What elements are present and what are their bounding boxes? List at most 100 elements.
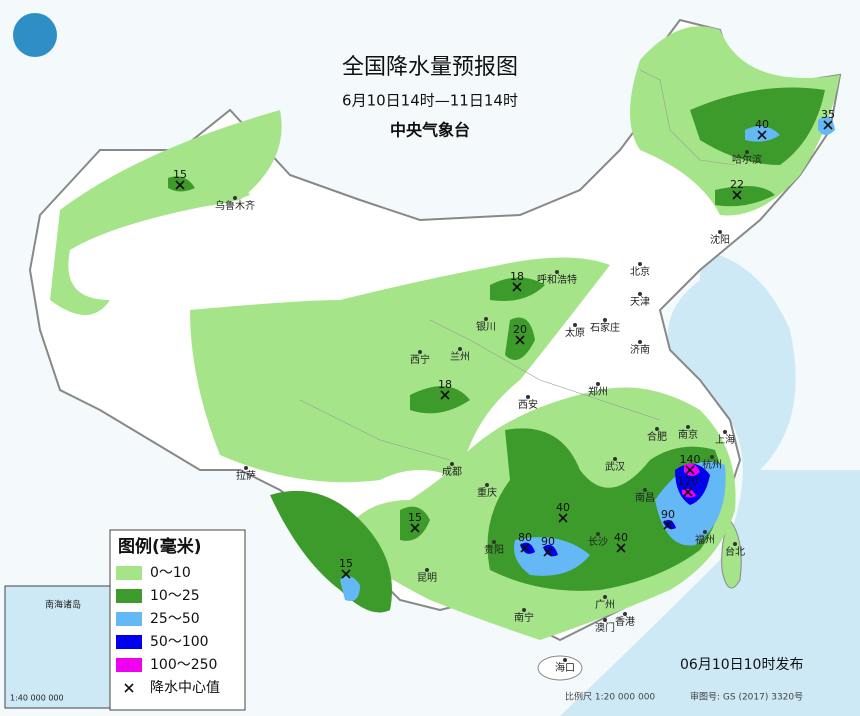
city-label: 北京: [630, 265, 650, 278]
precip-center-value: 90: [541, 535, 555, 548]
city-dot: [623, 612, 627, 616]
inset: 南海诸岛 1:40 000 000: [4, 585, 111, 709]
legend-swatch: [116, 658, 142, 672]
precip-center-value: 40: [755, 118, 769, 131]
city-label: 福州: [695, 533, 715, 546]
city-label: 上海: [715, 433, 735, 446]
city-label: 重庆: [477, 486, 497, 499]
city-label: 杭州: [702, 458, 722, 471]
legend-label: 10～25: [150, 588, 200, 604]
precip-center-value: 35: [821, 108, 835, 121]
precip-center-value: 90: [661, 508, 675, 521]
center-mark: [410, 523, 420, 533]
city-dot: [484, 317, 488, 321]
city-label: 哈尔滨: [732, 153, 762, 166]
precip-center-value: 15: [339, 557, 353, 570]
city-label: 呼和浩特: [537, 274, 577, 286]
city-dot: [563, 658, 567, 662]
precip-center-value: 40: [614, 531, 628, 544]
center-mark: [685, 465, 695, 475]
center-mark: [124, 683, 134, 693]
city-dot: [710, 455, 714, 459]
center-mark: [543, 547, 553, 557]
legend-label: 50～100: [150, 634, 209, 650]
issued: 06月10日10时发布: [680, 657, 803, 673]
center-mark: [683, 487, 693, 497]
center-mark: [823, 120, 833, 130]
center-mark: [663, 520, 673, 530]
city-dot: [603, 318, 607, 322]
city-dot: [596, 382, 600, 386]
city-dot: [613, 457, 617, 461]
legend-swatch: [116, 612, 142, 626]
city-dot: [638, 262, 642, 266]
center-mark: [341, 569, 351, 579]
city-dot: [555, 270, 559, 274]
rain-area: [410, 386, 470, 414]
city-label: 沈阳: [710, 233, 730, 246]
legend-label: 25～50: [150, 611, 200, 627]
precip-center-value: 15: [173, 168, 187, 181]
legend-label: 降水中心值: [150, 680, 220, 696]
city-dot: [603, 595, 607, 599]
city-dot: [723, 430, 727, 434]
city-dot: [244, 466, 248, 470]
center-mark: [558, 513, 568, 523]
precip-center-value: 80: [518, 531, 532, 544]
legend-label: 0～10: [150, 565, 191, 581]
precip-center-value: 120: [678, 475, 699, 488]
city-label: 西宁: [410, 353, 430, 366]
precip-centers: 15 18 20 18 15 15 40 35 22 40 80 90 40 90 140 120: [173, 108, 835, 579]
precip-center-value: 40: [556, 501, 570, 514]
city-label: 拉萨: [236, 469, 256, 482]
city-dot: [686, 425, 690, 429]
city-dot: [526, 395, 530, 399]
city-label: 太原: [565, 326, 585, 339]
rain-area: [400, 506, 430, 541]
city-label: 香港: [615, 616, 635, 628]
city-label: 台北: [725, 545, 745, 558]
taiwan: [721, 519, 742, 589]
city-dot: [233, 196, 237, 200]
city-dot: [458, 347, 462, 351]
city-dot: [418, 350, 422, 354]
rain-area: [50, 110, 282, 315]
center-mark: [440, 390, 450, 400]
city-dot: [745, 150, 749, 154]
city-dot: [655, 427, 659, 431]
rain-area: [190, 257, 610, 483]
rain-area: [505, 317, 535, 360]
center-mark: [520, 543, 530, 553]
center-mark: [512, 282, 522, 292]
precip-center-value: 140: [680, 453, 701, 466]
city-label: 广州: [595, 599, 615, 611]
rain-area: [514, 537, 590, 576]
city-dot: [485, 483, 489, 487]
legend-swatch: [116, 566, 142, 580]
legend-label: 100～250: [150, 657, 217, 673]
rain-area: [340, 576, 360, 601]
city-label: 石家庄: [590, 321, 620, 334]
city-label: 乌鲁木齐: [215, 199, 255, 212]
city-dot: [703, 530, 707, 534]
legend: 图例(毫米) 0～10 10～25 25～50 50～100 100～250 降水中心值: [109, 529, 246, 711]
city-label: 天津: [630, 296, 650, 308]
legend-swatch: [116, 635, 142, 649]
city-label: 长沙: [588, 536, 608, 548]
precip-center-value: 15: [408, 511, 422, 524]
city-dot: [425, 568, 429, 572]
hainan: [537, 655, 583, 681]
logo: [13, 13, 57, 57]
city-label: 郑州: [588, 385, 608, 398]
issuer: 中央气象台: [390, 121, 470, 140]
city-label: 海口: [555, 661, 575, 674]
city-label: 合肥: [647, 430, 667, 443]
city-label: 西安: [518, 398, 538, 411]
precip-center-value: 18: [438, 378, 452, 391]
city-dot: [573, 323, 577, 327]
city-dot: [492, 540, 496, 544]
city-label: 贵阳: [484, 543, 504, 556]
center-mark: [515, 335, 525, 345]
